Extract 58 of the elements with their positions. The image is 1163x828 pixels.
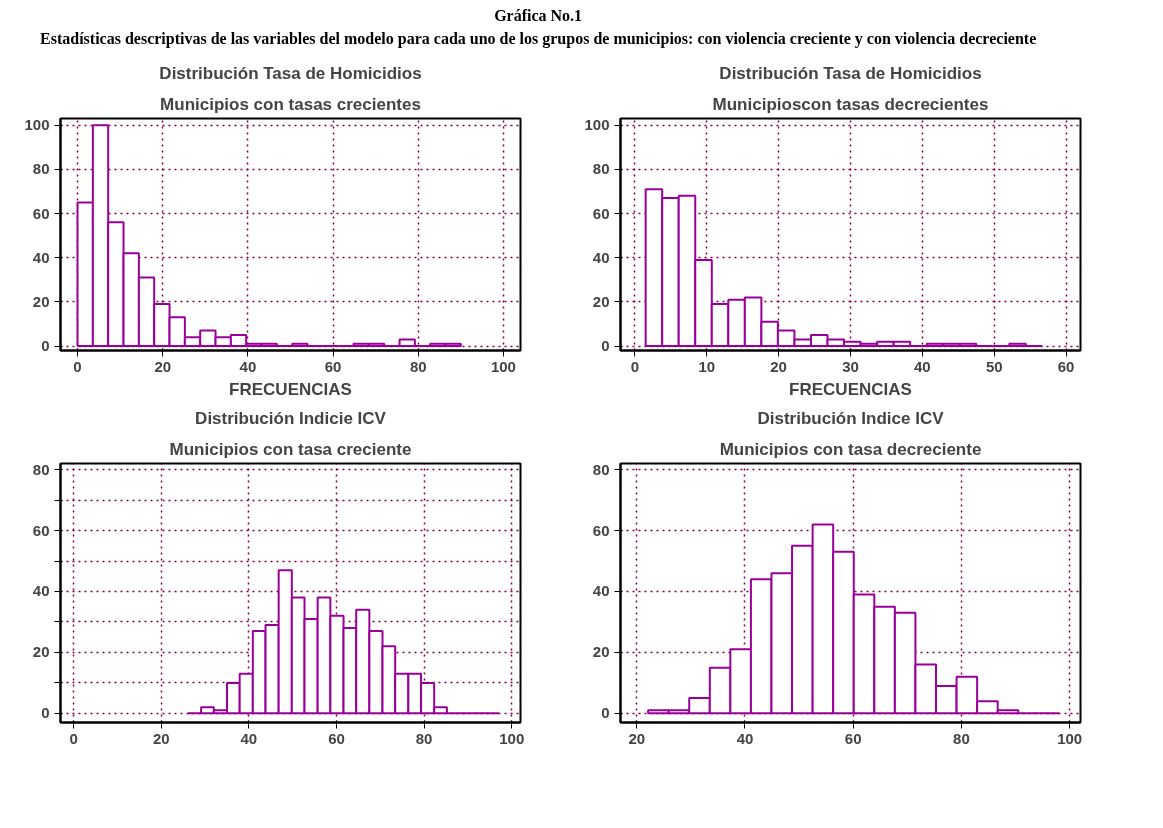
chart-title: Distribución Tasa de Homicidios: [719, 63, 982, 83]
x-tick-label: 20: [628, 729, 646, 747]
y-tick-label: 20: [32, 643, 50, 661]
y-tick-label: 0: [601, 704, 610, 722]
x-tick-label: 100: [1057, 729, 1083, 747]
chart-title: Distribución Tasa de Homicidios: [159, 63, 422, 83]
x-tick-label: 0: [630, 357, 640, 375]
chart-subtitle: Municipios con tasa creciente: [169, 439, 412, 459]
x-tick-label: 0: [73, 357, 82, 375]
y-tick-label: 20: [592, 643, 610, 661]
y-tick-label: 60: [592, 204, 610, 222]
y-tick-label: 40: [592, 248, 610, 266]
x-tick-label: 60: [328, 729, 345, 747]
x-tick-label: 80: [415, 729, 433, 747]
text: Gráfica No.1: [493, 6, 584, 26]
x-tick-label: 20: [154, 357, 172, 375]
x-tick-label: 20: [152, 729, 170, 747]
y-tick-label: 80: [32, 160, 50, 178]
x-tick-label: 60: [324, 357, 342, 375]
y-tick-label: 40: [32, 248, 50, 266]
y-tick-label: 0: [41, 704, 50, 722]
chart-title: Distribución Indice ICV: [757, 408, 945, 428]
y-tick-label: 80: [592, 460, 610, 478]
x-tick-label: 80: [409, 357, 427, 375]
text: Estadísticas descriptivas de las variables del modelo para cada uno de los grupos de municipios: con violencia creciente y con violencia decreciente: [40, 28, 1037, 50]
y-tick-label: 20: [32, 292, 50, 310]
y-tick-label: 0: [41, 336, 50, 354]
chart-subtitle: Municipios con tasas crecientes: [160, 94, 421, 114]
x-tick-label: 0: [69, 729, 78, 747]
y-tick-label: 40: [592, 582, 610, 600]
x-tick-label: 30: [842, 357, 859, 375]
x-tick-label: 20: [770, 357, 787, 375]
y-tick-label: 60: [32, 204, 50, 222]
x-axis-title: FRECUENCIAS: [789, 379, 912, 399]
y-tick-label: 100: [584, 115, 610, 133]
y-tick-label: 100: [24, 115, 50, 133]
y-tick-label: 40: [32, 582, 50, 600]
x-tick-label: 80: [953, 729, 970, 747]
x-tick-label: 100: [499, 729, 525, 747]
chart-title: Distribución Indicie ICV: [195, 408, 387, 428]
y-tick-label: 0: [601, 336, 610, 354]
y-tick-label: 80: [592, 160, 610, 178]
y-tick-label: 60: [592, 521, 610, 539]
chart-subtitle: Municipioscon tasas decrecientes: [712, 94, 989, 114]
y-tick-label: 20: [592, 292, 610, 310]
x-tick-label: 100: [490, 357, 516, 375]
x-tick-label: 40: [736, 729, 754, 747]
chart-subtitle: Municipios con tasa decreciente: [719, 439, 982, 459]
x-tick-label: 40: [914, 357, 931, 375]
y-tick-label: 60: [32, 521, 50, 539]
x-tick-label: 60: [844, 729, 862, 747]
x-tick-label: 40: [240, 729, 258, 747]
x-axis-title: FRECUENCIAS: [229, 379, 352, 399]
x-tick-label: 10: [698, 357, 716, 375]
x-tick-label: 50: [985, 357, 1003, 375]
x-tick-label: 40: [239, 357, 257, 375]
y-tick-label: 80: [32, 460, 50, 478]
x-tick-label: 60: [1057, 357, 1075, 375]
